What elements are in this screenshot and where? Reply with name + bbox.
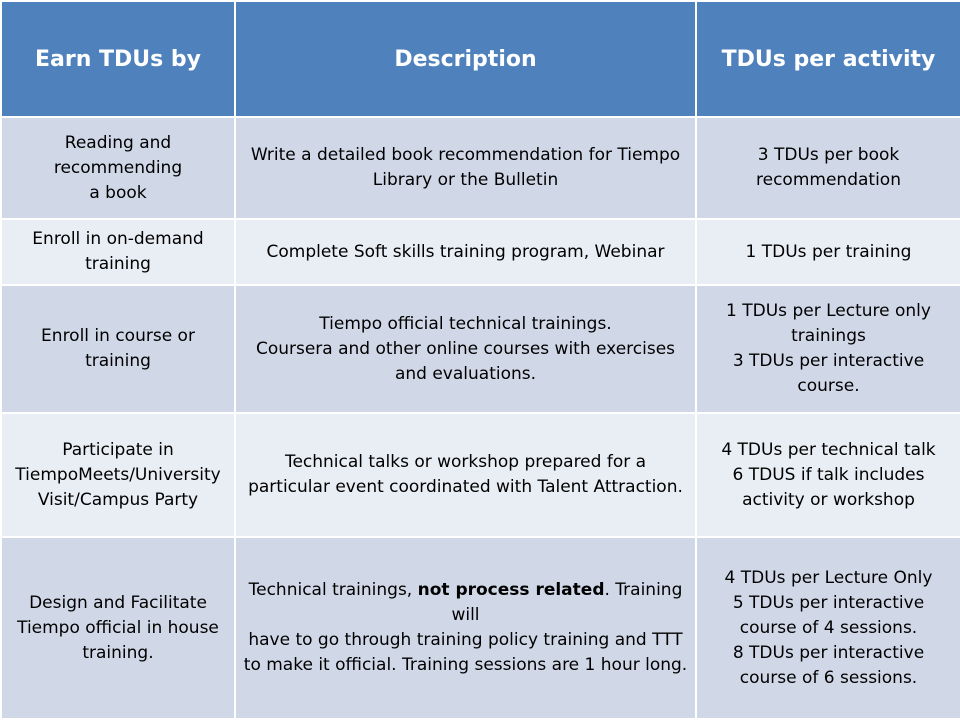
cell-text: Technical talks or workshop prepared for… [284, 452, 647, 472]
tdus-cell: 4 TDUs per Lecture Only 5 TDUs per inter… [695, 536, 960, 720]
table-row: Participate in TiempoMeets/University Vi… [0, 412, 960, 538]
tdus-cell: 3 TDUs per book recommendation [695, 116, 960, 220]
cell-text: to make it official. Training sessions a… [243, 655, 688, 675]
table-row: Enroll in course or training Tiempo offi… [0, 284, 960, 414]
cell-text: Coursera and other online courses with e… [255, 338, 676, 359]
earn-cell: Enroll in on-demand training [0, 218, 236, 286]
cell-text: Visit/Campus Party [37, 489, 199, 510]
cell-text: Library or the Bulletin [372, 170, 559, 190]
earn-cell: Design and Facilitate Tiempo official in… [0, 536, 236, 720]
cell-text: Reading and [64, 132, 172, 153]
cell-text: training. [82, 642, 154, 663]
header-earn: Earn TDUs by [0, 0, 236, 118]
description-cell: Technical talks or workshop prepared for… [234, 412, 697, 538]
cell-text: trainings [791, 326, 866, 346]
cell-text: Enroll in course or training [41, 326, 195, 371]
cell-text: have to go through training policy train… [248, 630, 683, 650]
table-row: Reading and recommending a book Write a … [0, 116, 960, 220]
cell-text: 4 TDUs per Lecture Only [724, 567, 933, 588]
cell-text: a book [89, 182, 147, 203]
header-description: Description [234, 0, 697, 118]
header-tdus: TDUs per activity [695, 0, 960, 118]
description-cell: Write a detailed book recommendation for… [234, 116, 697, 220]
cell-text: . Training will [451, 580, 683, 625]
bold-text: not process related [417, 580, 605, 600]
cell-text: training [85, 254, 151, 274]
cell-text: TiempoMeets/University [15, 464, 221, 485]
cell-text: and evaluations. [394, 363, 537, 384]
cell-text: Enroll in on-demand [32, 229, 204, 249]
cell-text: Complete Soft skills training program, W… [266, 241, 665, 262]
earn-cell: Reading and recommending a book [0, 116, 236, 220]
earn-cell: Enroll in course or training [0, 284, 236, 414]
cell-text: Tiempo official in house [17, 617, 219, 638]
cell-text: 1 TDUs per training [745, 241, 912, 262]
cell-text: Technical trainings, [248, 580, 418, 600]
cell-text: 3 TDUs per book [757, 145, 900, 165]
description-first-line: Technical trainings, not process related… [240, 578, 691, 628]
cell-text: Write a detailed book recommendation for… [250, 145, 681, 165]
description-cell: Technical trainings, not process related… [234, 536, 697, 720]
tdus-cell: 1 TDUs per training [695, 218, 960, 286]
cell-text: Design and Facilitate [29, 592, 207, 613]
cell-text: recommendation [756, 170, 901, 190]
table-row: Design and Facilitate Tiempo official in… [0, 536, 960, 720]
cell-text: recommending [53, 157, 183, 178]
cell-text: course. [797, 376, 860, 396]
cell-text: 3 TDUs per interactive [732, 351, 925, 371]
cell-text: 8 TDUs per interactive [732, 642, 925, 663]
tdus-cell: 1 TDUs per Lecture only trainings 3 TDUs… [695, 284, 960, 414]
description-cell: Complete Soft skills training program, W… [234, 218, 697, 286]
cell-text: Tiempo official technical trainings. [319, 313, 612, 334]
cell-text: particular event coordinated with Talent… [248, 477, 683, 497]
earn-cell: Participate in TiempoMeets/University Vi… [0, 412, 236, 538]
cell-text: 6 TDUS if talk includes [732, 464, 925, 485]
description-cell: Tiempo official technical trainings. Cou… [234, 284, 697, 414]
cell-text: course of 6 sessions. [739, 667, 918, 688]
cell-text: activity or workshop [742, 489, 915, 510]
cell-text: Participate in [62, 439, 174, 460]
cell-text: course of 4 sessions. [739, 617, 918, 638]
tdus-cell: 4 TDUs per technical talk 6 TDUS if talk… [695, 412, 960, 538]
cell-text: 1 TDUs per Lecture only [726, 301, 931, 321]
cell-text: 5 TDUs per interactive [732, 592, 925, 613]
header-row: Earn TDUs by Description TDUs per activi… [0, 0, 960, 118]
table-row: Enroll in on-demand training Complete So… [0, 218, 960, 286]
cell-text: 4 TDUs per technical talk [721, 439, 936, 460]
